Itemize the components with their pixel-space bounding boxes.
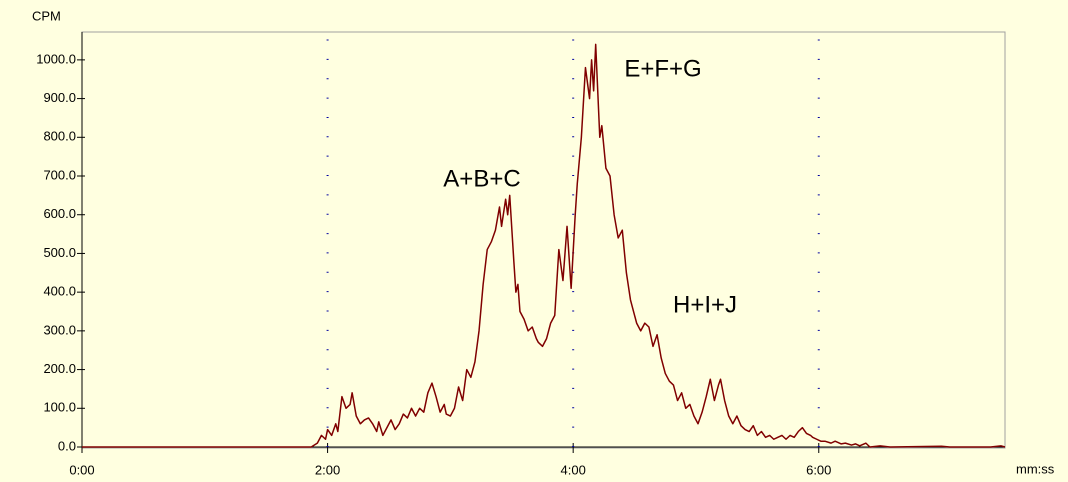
y-tick-label: 700.0 (43, 167, 76, 182)
y-axis-label: CPM (32, 8, 61, 23)
y-tick-label: 200.0 (43, 361, 76, 376)
annotation: H+I+J (673, 291, 737, 318)
plot-area (81, 31, 1006, 449)
annotation: A+B+C (443, 165, 520, 192)
y-tick-label: 100.0 (43, 400, 76, 415)
x-axis-label: mm:ss (1016, 461, 1055, 476)
y-tick-label: 1000.0 (36, 51, 76, 66)
x-tick-label: 4:00 (561, 462, 586, 477)
y-tick-label: 800.0 (43, 129, 76, 144)
y-tick-label: 900.0 (43, 90, 76, 105)
y-tick-label: 0.0 (58, 438, 76, 453)
data-line (82, 43, 1006, 448)
annotation: E+F+G (624, 55, 701, 82)
y-tick-label: 400.0 (43, 284, 76, 299)
x-tick-label: 0:00 (69, 462, 94, 477)
x-tick-label: 6:00 (806, 462, 831, 477)
y-tick-label: 500.0 (43, 245, 76, 260)
x-tick-label: 2:00 (315, 462, 340, 477)
y-tick-label: 600.0 (43, 206, 76, 221)
y-tick-label: 300.0 (43, 322, 76, 337)
